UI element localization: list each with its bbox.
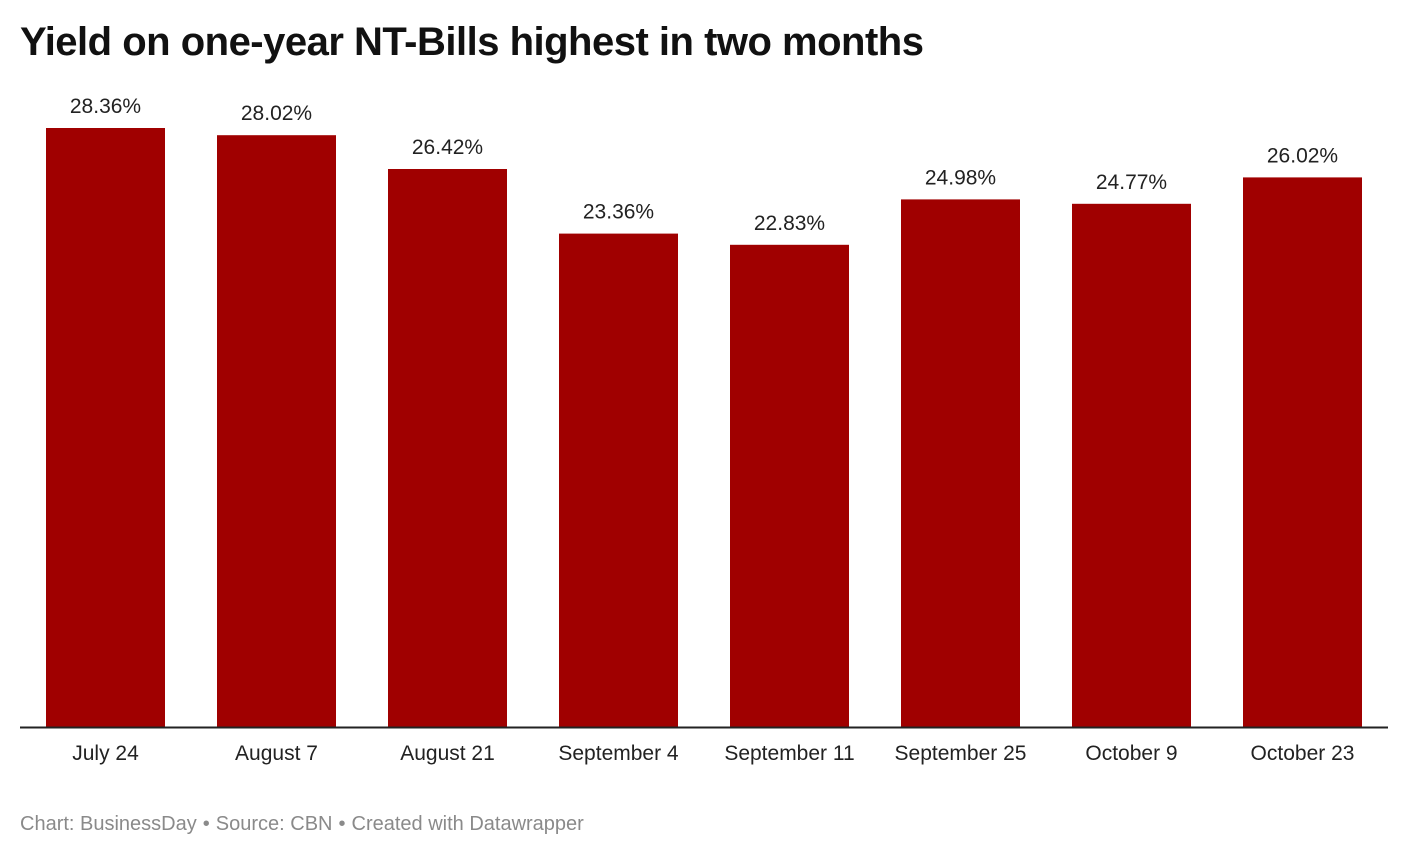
x-tick-label: August 7 xyxy=(235,742,318,765)
chart-title: Yield on one-year NT-Bills highest in tw… xyxy=(20,20,924,64)
bar-value-label: 28.36% xyxy=(70,95,141,118)
category-labels-layer: July 24 August 7 August 21 September 4 Septe… xyxy=(72,742,1354,765)
bar-value-label: 22.83% xyxy=(754,212,825,235)
bar-value-label: 26.42% xyxy=(412,136,483,159)
x-tick-label: August 21 xyxy=(400,742,495,765)
bar-value-label: 24.98% xyxy=(925,166,996,189)
bar-value-label: 28.02% xyxy=(241,102,312,125)
bar xyxy=(388,169,507,727)
bar-value-label: 26.02% xyxy=(1267,144,1338,167)
x-tick-label: September 4 xyxy=(558,742,679,765)
bar xyxy=(559,233,678,727)
chart-credit: Chart: BusinessDay xyxy=(20,813,197,835)
value-labels-layer: 28.36% 28.02% 26.42% 23.36% 22.83% 24.98% 24.7… xyxy=(70,95,1338,235)
bar xyxy=(1243,177,1362,727)
x-tick-label: September 11 xyxy=(724,742,854,765)
x-tick-label: October 23 xyxy=(1251,742,1355,765)
x-tick-label: September 25 xyxy=(895,742,1027,765)
bar xyxy=(46,128,165,727)
bar-chart: 28.36% 28.02% 26.42% 23.36% 22.83% 24.98% 24.7… xyxy=(20,95,1388,765)
created-with-credit: Created with Datawrapper xyxy=(351,813,584,835)
bar xyxy=(730,244,849,728)
bars-layer xyxy=(46,128,1362,728)
bar xyxy=(217,135,336,727)
chart-footer: Chart: BusinessDay • Source: CBN • Created w… xyxy=(20,813,584,836)
bar-value-label: 24.77% xyxy=(1096,171,1167,194)
chart-source: Source: CBN xyxy=(215,813,333,835)
footer-separator: • xyxy=(338,813,346,835)
x-tick-label: October 9 xyxy=(1085,742,1177,765)
bar-value-label: 23.36% xyxy=(583,201,654,224)
bar xyxy=(1072,203,1191,728)
x-tick-label: July 24 xyxy=(72,742,139,765)
bar xyxy=(901,199,1020,727)
footer-separator: • xyxy=(202,813,210,835)
